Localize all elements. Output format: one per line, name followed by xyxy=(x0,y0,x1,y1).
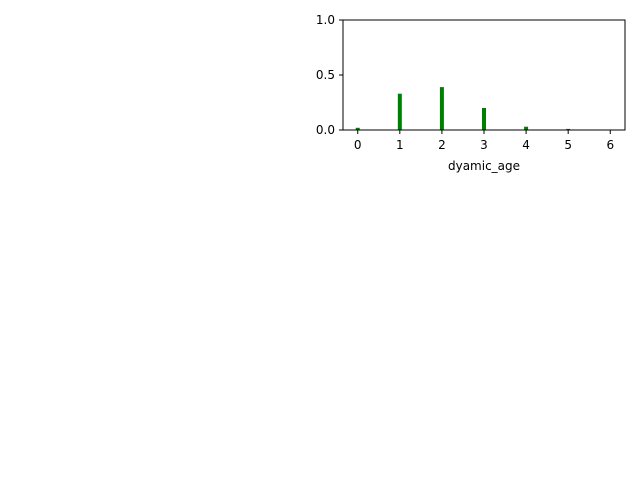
x-tick-label-1: 1 xyxy=(396,138,404,152)
x-tick-label-4: 4 xyxy=(522,138,530,152)
y-tick-label-1.0: 1.0 xyxy=(316,13,335,27)
y-tick-label-0.5: 0.5 xyxy=(316,68,335,82)
x-tick-label-3: 3 xyxy=(480,138,488,152)
bar-0 xyxy=(355,127,360,130)
bar-3 xyxy=(482,108,486,130)
x-tick-label-6: 6 xyxy=(606,138,614,152)
plot-area: 0 1 2 3 4 5 6 0.0 0.5 1.0 dyamic_age xyxy=(316,13,626,173)
y-axis-ticks: 0.0 0.5 1.0 xyxy=(316,13,343,137)
bar-1 xyxy=(397,93,402,130)
x-axis-label: dyamic_age xyxy=(448,159,520,173)
bar-5 xyxy=(566,128,571,130)
x-tick-label-5: 5 xyxy=(564,138,572,152)
bar-2 xyxy=(439,87,444,130)
bar-4 xyxy=(524,126,529,130)
x-axis-ticks: 0 1 2 3 4 5 6 xyxy=(354,130,614,152)
bar-group xyxy=(355,87,571,130)
axes-frame xyxy=(342,19,626,131)
x-tick-label-2: 2 xyxy=(438,138,446,152)
x-tick-label-0: 0 xyxy=(354,138,362,152)
y-tick-label-0.0: 0.0 xyxy=(316,123,335,137)
